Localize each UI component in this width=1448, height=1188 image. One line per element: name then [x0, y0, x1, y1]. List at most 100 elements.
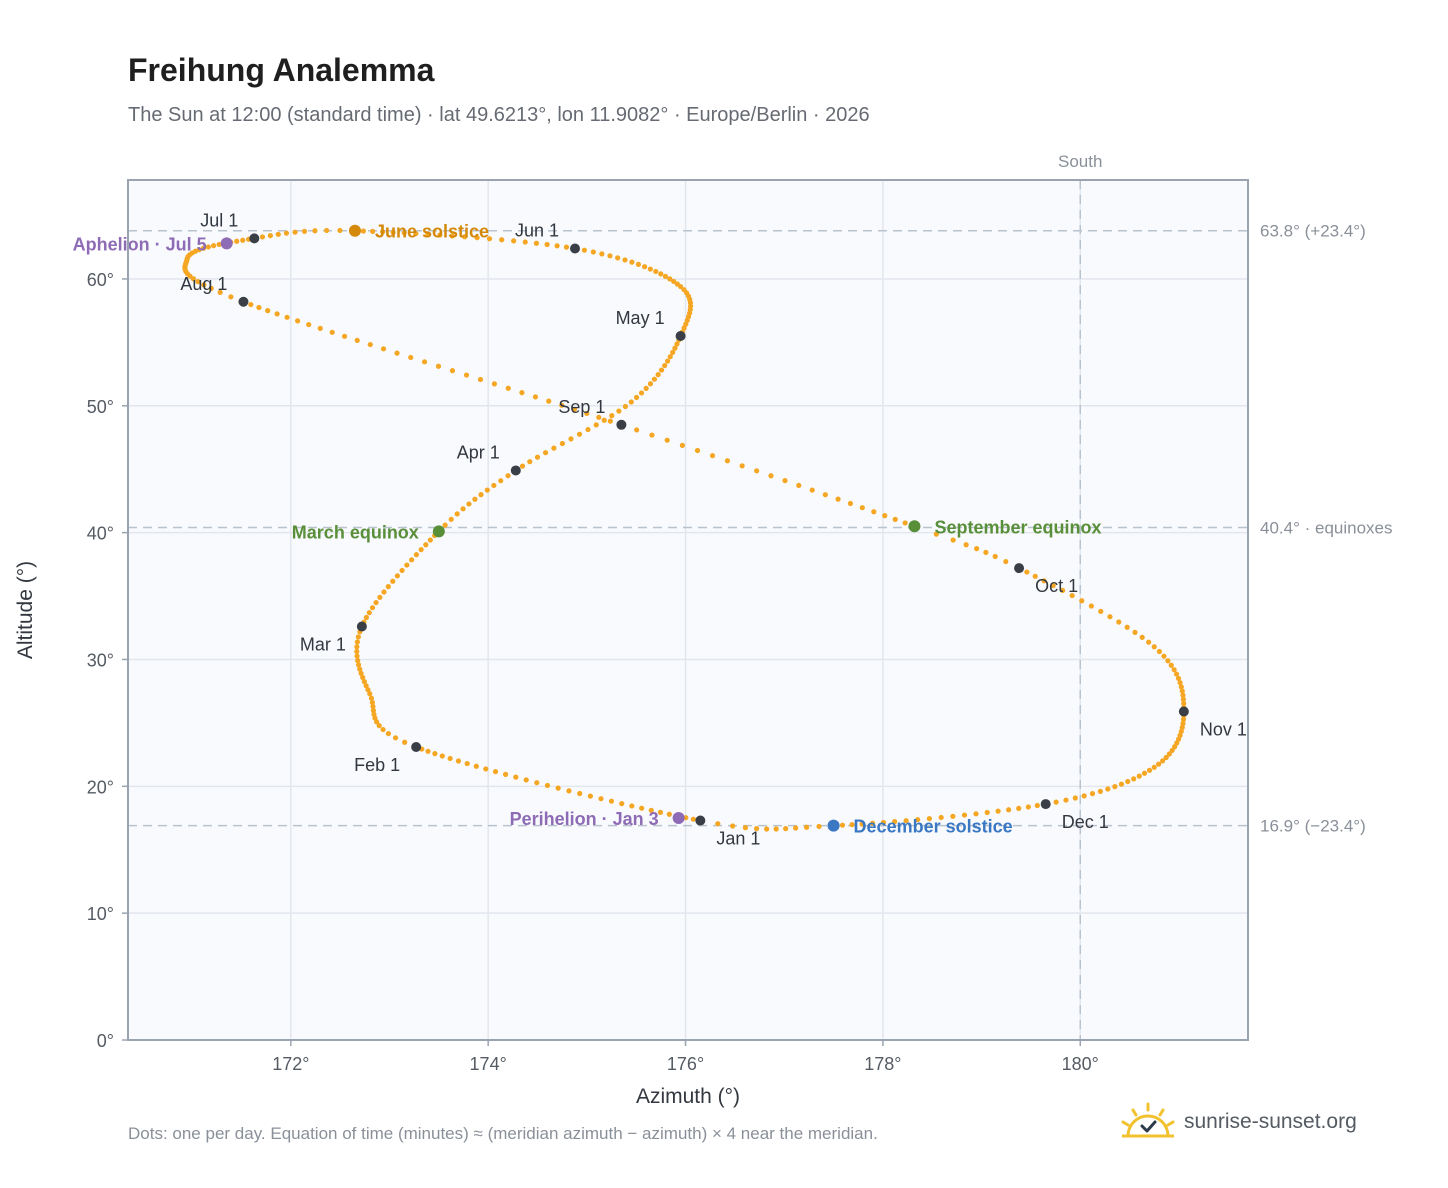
daily-sun-dot — [1131, 776, 1137, 782]
daily-sun-dot — [1107, 614, 1113, 620]
daily-sun-dot — [629, 803, 635, 809]
daily-sun-dot — [1166, 751, 1172, 757]
daily-sun-dot — [228, 294, 234, 300]
daily-sun-dot — [1151, 764, 1157, 770]
daily-sun-dot — [622, 257, 628, 263]
daily-sun-dot — [608, 798, 615, 804]
daily-sun-dot — [674, 281, 680, 287]
daily-sun-dot — [739, 463, 745, 469]
daily-sun-dot — [1180, 692, 1186, 698]
x-tick-label: 180° — [1062, 1054, 1099, 1074]
daily-sun-dot — [360, 228, 367, 234]
daily-sun-dot — [554, 243, 560, 249]
daily-sun-dot — [295, 318, 301, 324]
daily-sun-dot — [926, 815, 933, 822]
daily-sun-dot — [601, 417, 607, 423]
chart-title: Freihung Analemma — [128, 52, 435, 88]
daily-sun-dot — [248, 301, 254, 308]
daily-sun-dot — [903, 818, 909, 824]
daily-sun-dot — [195, 279, 201, 285]
daily-sun-dot — [404, 562, 410, 568]
daily-sun-dot — [534, 780, 540, 786]
daily-sun-dot — [1024, 569, 1030, 575]
daily-sun-dot — [1156, 648, 1163, 655]
daily-sun-dot — [435, 363, 442, 369]
daily-sun-dot — [448, 516, 454, 522]
daily-sun-dot — [361, 679, 367, 685]
daily-sun-dot — [546, 398, 552, 404]
daily-sun-dot — [284, 314, 290, 320]
daily-sun-dot — [1165, 658, 1171, 664]
daily-sun-dot — [730, 823, 736, 829]
daily-sun-dot — [1141, 770, 1148, 776]
daily-sun-dot — [1179, 688, 1185, 694]
month-marker-label: Jun 1 — [515, 220, 559, 240]
daily-sun-dot — [715, 821, 721, 827]
daily-sun-dot — [973, 811, 979, 817]
special-point-marker — [432, 525, 445, 538]
daily-sun-dot — [590, 249, 596, 255]
daily-sun-dot — [449, 368, 456, 374]
daily-sun-dot — [670, 349, 676, 355]
special-point-marker — [348, 224, 361, 237]
y-tick-label: 0° — [97, 1031, 114, 1051]
daily-sun-dot — [1139, 634, 1145, 640]
daily-sun-dot — [355, 662, 362, 668]
plot-frame — [127, 179, 1249, 1041]
daily-sun-dot — [354, 653, 360, 659]
daily-sun-dot — [256, 304, 262, 311]
sun-logo-icon — [1121, 1102, 1175, 1138]
daily-sun-dot — [694, 447, 701, 454]
daily-sun-dot — [1168, 662, 1174, 668]
daily-sun-dot — [742, 825, 749, 831]
daily-sun-dot — [366, 610, 372, 616]
daily-sun-dot — [1032, 573, 1038, 579]
daily-sun-dot — [1172, 744, 1178, 750]
daily-sun-dot — [542, 450, 549, 456]
daily-sun-dot — [773, 826, 779, 832]
daily-sun-dot — [950, 537, 956, 543]
daily-sun-dot — [609, 413, 615, 419]
y-tick-label: 40° — [87, 524, 114, 544]
daily-sun-dot — [950, 813, 956, 819]
daily-sun-dot — [1177, 680, 1183, 686]
daily-sun-dot — [371, 711, 377, 717]
daily-sun-dot — [649, 432, 655, 438]
daily-sun-dot — [402, 739, 408, 745]
daily-sun-dot — [513, 774, 519, 780]
daily-sun-dot — [1151, 644, 1157, 650]
y-tick-label: 50° — [87, 397, 114, 417]
month-marker — [411, 741, 422, 752]
daily-sun-dot — [892, 516, 898, 522]
month-marker-label: Nov 1 — [1200, 719, 1247, 739]
daily-sun-dot — [961, 812, 968, 818]
x-axis-title: Azimuth (°) — [636, 1085, 740, 1108]
x-tick-label: 178° — [864, 1054, 901, 1074]
daily-sun-dot — [505, 385, 511, 391]
daily-sun-dot — [1178, 684, 1184, 690]
x-tick-label: 176° — [667, 1054, 704, 1074]
daily-sun-dot — [1069, 592, 1075, 599]
daily-sun-dot — [724, 458, 731, 464]
daily-sun-dot — [992, 553, 998, 560]
special-point-marker — [672, 812, 685, 825]
daily-sun-dot — [455, 758, 462, 764]
daily-sun-dot — [615, 255, 621, 261]
daily-sun-dot — [519, 463, 526, 469]
analemma-path — [182, 227, 1187, 832]
daily-sun-dot — [559, 402, 565, 408]
month-marker — [570, 243, 581, 254]
daily-sun-dot — [559, 440, 565, 447]
daily-sun-dot — [427, 537, 433, 543]
daily-sun-dot — [628, 399, 634, 405]
month-marker-label: Mar 1 — [300, 634, 346, 654]
daily-sun-dot — [849, 822, 855, 828]
daily-sun-dot — [205, 244, 211, 250]
daily-sun-dot — [816, 823, 822, 830]
daily-sun-dot — [634, 427, 640, 433]
daily-sun-dot — [190, 276, 196, 282]
brand-logo[interactable]: sunrise-sunset.org — [1120, 1102, 1357, 1142]
daily-sun-dot — [974, 546, 980, 552]
south-label: South — [1058, 152, 1102, 171]
daily-sun-dot — [329, 329, 335, 335]
